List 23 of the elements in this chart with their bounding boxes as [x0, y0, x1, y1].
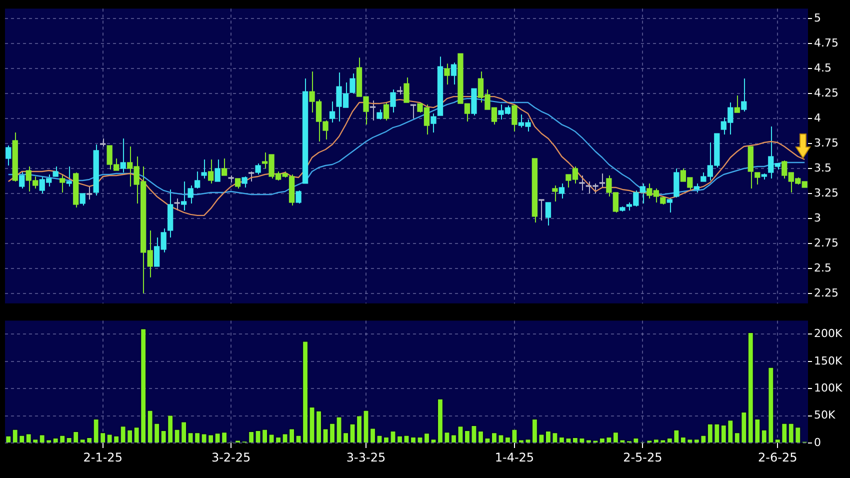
y-tick-label: 50K	[814, 408, 836, 422]
y-tick-label: 3.25	[814, 186, 838, 200]
y-tick-label: 3.5	[814, 161, 832, 174]
x-tick-label: 2-1-25	[83, 450, 122, 464]
y-tick-label: 3	[814, 211, 821, 224]
x-tick-label: 3-3-25	[346, 450, 386, 464]
y-tick-label: 5	[814, 11, 821, 24]
y-tick-label: 4	[814, 111, 821, 124]
x-tick-label: 2-5-25	[623, 450, 662, 464]
x-tick-label: 3-2-25	[211, 450, 251, 464]
y-tick-label: 2.5	[814, 261, 832, 274]
y-tick-label: 3.75	[814, 136, 838, 150]
y-tick-label: 4.75	[814, 36, 838, 50]
y-tick-label: 2.75	[814, 236, 838, 250]
y-tick-label: 100K	[814, 381, 843, 394]
y-tick-label: 4.25	[814, 86, 838, 100]
y-tick-label: 2.25	[814, 286, 838, 300]
y-tick-label: 150K	[814, 354, 843, 368]
y-tick-label: 4.5	[814, 61, 832, 74]
y-tick-label: 0	[814, 436, 821, 449]
y-tick-label: 200K	[814, 327, 843, 340]
x-tick-label: 1-4-25	[494, 450, 534, 464]
x-tick-label: 2-6-25	[758, 450, 798, 464]
